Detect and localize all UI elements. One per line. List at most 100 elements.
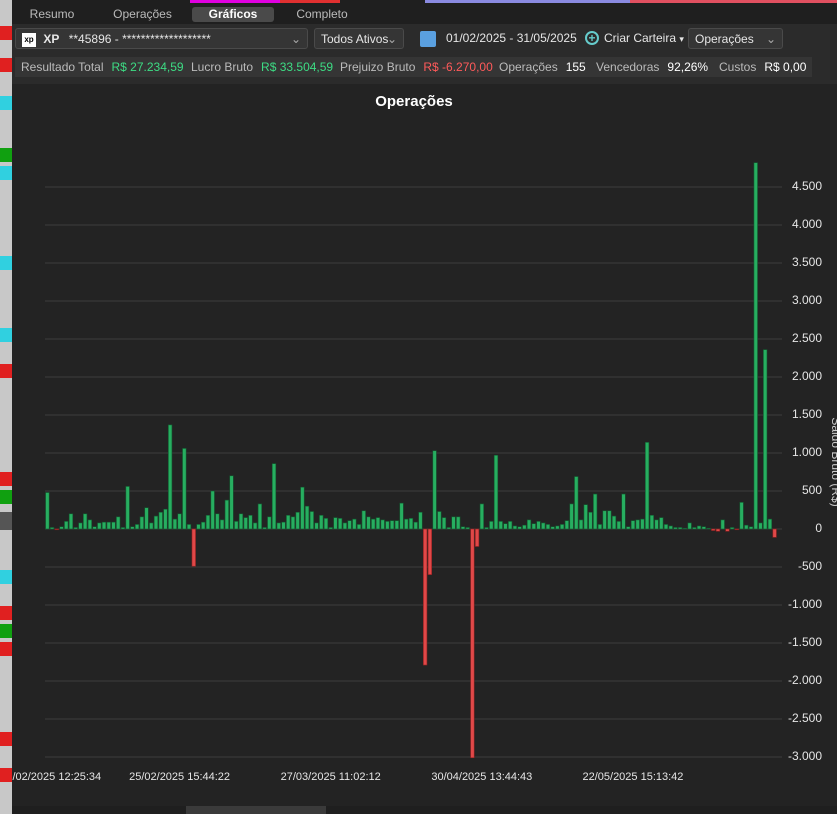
bar <box>182 448 187 530</box>
bar <box>663 524 669 530</box>
bar <box>701 526 706 530</box>
bar <box>446 527 451 530</box>
chart: Operações Saldo Bruto (R$) -3.000 -2.500 -… <box>12 84 837 806</box>
tab-bar <box>0 0 837 24</box>
y-tick-label: 1.500 <box>792 407 822 421</box>
account-select[interactable]: xp XP **45896 - ******************* ⌄ <box>15 28 308 49</box>
bar <box>116 516 121 530</box>
stat-label: Resultado Total <box>21 60 104 74</box>
account: **45896 - ******************* <box>68 32 211 46</box>
y-tick-label: 4.500 <box>792 179 822 193</box>
accent <box>425 0 630 3</box>
bar <box>290 516 296 530</box>
bar <box>720 519 725 530</box>
bar <box>574 476 579 530</box>
bar <box>654 519 659 530</box>
side-cell <box>0 768 12 782</box>
bar <box>271 463 277 530</box>
stat-value: R$ 0,00 <box>764 60 807 74</box>
bar <box>144 507 149 530</box>
bar <box>772 528 777 538</box>
tab[interactable]: Resumo <box>29 7 75 21</box>
bar <box>512 525 517 530</box>
bar <box>583 504 588 530</box>
view-text: Operações <box>695 32 754 46</box>
bar <box>437 511 442 530</box>
y-tick-label: 2.000 <box>792 369 822 383</box>
x-tick-label: 25/02/2025 15:44:22 <box>129 771 230 783</box>
bar <box>111 521 116 530</box>
bar <box>300 486 305 530</box>
bottom-tabs <box>12 806 837 814</box>
stat-value: 155 <box>565 60 586 74</box>
bar <box>356 524 362 530</box>
broker: XP <box>43 32 60 46</box>
bar <box>78 522 83 530</box>
create-portfolio[interactable]: Criar Carteira ▾ <box>604 28 684 50</box>
bar <box>413 521 418 530</box>
bar <box>602 510 607 530</box>
chart-bg <box>12 84 837 806</box>
x-tick-label: 27/03/2025 11:02:12 <box>281 771 381 783</box>
bar <box>673 527 678 530</box>
bar <box>49 527 55 530</box>
stat-value: R$ -6.270,00 <box>423 60 493 74</box>
bar <box>611 515 617 530</box>
bar <box>210 490 215 530</box>
bar <box>423 528 428 666</box>
bar <box>682 527 688 530</box>
stat: Vencedoras 92,26% <box>590 57 715 77</box>
bar <box>371 518 376 530</box>
date-range[interactable]: 01/02/2025 - 31/05/2025 <box>446 31 577 45</box>
bar <box>380 519 385 530</box>
side-cell <box>0 166 12 180</box>
bar <box>588 511 593 530</box>
bar <box>139 516 144 530</box>
side-strip <box>0 0 12 814</box>
bar <box>498 521 503 530</box>
create-portfolio-text: Criar Carteira <box>604 31 677 45</box>
tab[interactable]: Completo <box>296 7 348 21</box>
bar <box>243 517 248 530</box>
bar <box>635 519 640 530</box>
bar <box>649 515 654 530</box>
bar <box>451 516 456 530</box>
bar <box>59 526 64 530</box>
bar <box>460 526 466 530</box>
add-icon: + <box>585 31 599 45</box>
bar <box>319 515 324 530</box>
tab[interactable]: Operações <box>113 7 172 21</box>
y-tick-label: 500 <box>802 483 822 497</box>
bar <box>97 522 102 530</box>
bar <box>597 524 602 530</box>
bar <box>338 518 343 530</box>
broker-icon: xp <box>22 32 36 47</box>
bar <box>257 503 262 530</box>
bar <box>526 519 532 530</box>
y-tick-label: -500 <box>798 559 822 573</box>
bar <box>465 527 470 530</box>
bar <box>333 517 338 530</box>
bar <box>158 511 163 530</box>
bar <box>470 528 475 759</box>
bar <box>295 511 300 530</box>
calendar-icon[interactable] <box>420 31 436 47</box>
bar <box>418 511 423 530</box>
y-tick-label: 4.000 <box>792 217 822 231</box>
bar <box>347 520 352 530</box>
bar <box>134 524 140 530</box>
accent <box>190 0 280 3</box>
bar <box>201 521 206 530</box>
view-select[interactable]: Operações ⌄ <box>688 28 783 49</box>
asset-filter[interactable]: Todos Ativos ⌄ <box>314 28 404 49</box>
bar <box>172 518 177 530</box>
bar <box>536 521 541 530</box>
x-tick-label: /02/2025 12:25:34 <box>12 771 101 783</box>
side-cell <box>0 624 12 638</box>
bar <box>253 522 258 530</box>
chart-title: Operações <box>375 93 453 110</box>
tab-active[interactable]: Gráficos <box>192 7 274 22</box>
bar <box>342 522 347 530</box>
bar <box>286 515 291 530</box>
bar <box>767 518 773 530</box>
